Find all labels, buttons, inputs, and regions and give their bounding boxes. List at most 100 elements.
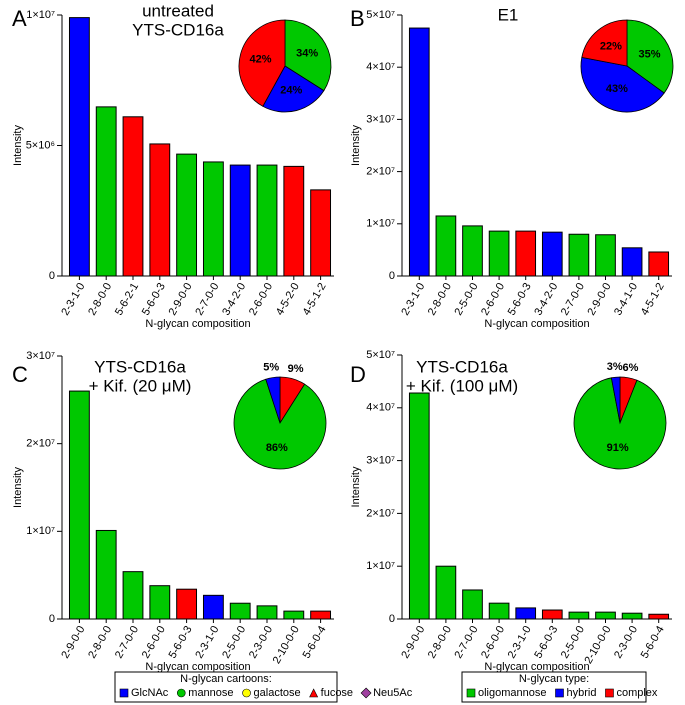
bar bbox=[488, 602, 510, 620]
y-tick-label: 5×10⁷ bbox=[366, 349, 395, 361]
y-tick-label: 0 bbox=[49, 270, 55, 282]
x-tick-label: 4-5-1-2 bbox=[639, 281, 667, 318]
bar bbox=[149, 143, 171, 277]
y-tick-label: 0 bbox=[389, 613, 395, 625]
x-tick-label: 2-8-0-0 bbox=[426, 281, 454, 318]
bar bbox=[283, 610, 305, 620]
x-tick-label: 2-3-1-0 bbox=[506, 624, 534, 661]
bar bbox=[310, 189, 332, 277]
y-tick-label: 3×10⁷ bbox=[26, 350, 55, 362]
pie-label: 43% bbox=[606, 83, 628, 95]
bar bbox=[648, 613, 670, 620]
legend-box bbox=[461, 671, 647, 703]
x-tick-label: 5-6-0-4 bbox=[639, 624, 667, 661]
x-tick-label: 2-8-0-0 bbox=[426, 624, 454, 661]
chart-title: YTS-CD16a bbox=[416, 357, 508, 376]
legend-label: galactose bbox=[254, 687, 301, 699]
x-tick-label: 3-4-2-0 bbox=[532, 281, 560, 318]
bar bbox=[462, 225, 483, 277]
legend-label: fucose bbox=[321, 687, 353, 699]
x-tick-label: 2-3-1-0 bbox=[399, 281, 427, 318]
y-axis-label: Intensity bbox=[350, 466, 362, 507]
y-axis-label: Intensity bbox=[350, 125, 362, 166]
x-tick-label: 2-3-0-0 bbox=[612, 624, 640, 661]
chart-title: untreated bbox=[142, 1, 214, 20]
bar bbox=[229, 164, 251, 277]
x-tick-label: 2-9-0-0 bbox=[399, 624, 427, 661]
x-tick-label: 2-8-0-0 bbox=[86, 281, 114, 318]
bar bbox=[149, 585, 171, 620]
legend-label: oligomannose bbox=[478, 687, 547, 699]
bar bbox=[621, 612, 643, 620]
y-tick-label: 1×10⁷ bbox=[26, 9, 55, 21]
pie-label: 6% bbox=[623, 362, 639, 374]
pie-slice bbox=[265, 376, 281, 424]
panel-letter: D bbox=[350, 362, 366, 387]
bar bbox=[568, 611, 590, 620]
legend-swatch bbox=[176, 688, 186, 698]
x-tick-label: 2-9-0-0 bbox=[167, 281, 195, 318]
x-tick-label: 2-7-0-0 bbox=[113, 624, 141, 661]
x-tick-label: 2-6-0-0 bbox=[140, 624, 168, 661]
legend-swatch bbox=[309, 688, 319, 698]
bar bbox=[256, 164, 278, 277]
x-tick-label: 2-7-0-0 bbox=[559, 281, 587, 318]
bar bbox=[595, 234, 616, 277]
y-tick-label: 3×10⁷ bbox=[366, 455, 395, 467]
bar bbox=[568, 233, 590, 277]
legend-box bbox=[114, 671, 338, 703]
pie-label: 91% bbox=[607, 442, 629, 454]
chart-title: YTS-CD16a bbox=[132, 20, 224, 39]
pie-label: 22% bbox=[600, 40, 622, 52]
chart-title: YTS-CD16a bbox=[94, 357, 186, 376]
x-tick-label: 5-6-0-3 bbox=[167, 624, 195, 661]
x-tick-label: 2-9-0-0 bbox=[59, 624, 87, 661]
bar bbox=[515, 230, 537, 277]
x-tick-label: 2-6-0-0 bbox=[479, 624, 507, 661]
bar bbox=[68, 390, 90, 620]
bar bbox=[95, 106, 117, 277]
x-tick-label: 2-5-0-0 bbox=[559, 624, 587, 661]
bar bbox=[229, 602, 251, 620]
bar bbox=[435, 565, 457, 620]
y-tick-label: 2×10⁷ bbox=[26, 438, 55, 450]
x-axis-label: N-glycan composition bbox=[484, 661, 589, 673]
legend-swatch bbox=[119, 688, 129, 698]
x-tick-label: 2-3-1-0 bbox=[59, 281, 87, 318]
legend-swatch bbox=[360, 687, 372, 699]
legend-swatch bbox=[242, 688, 251, 698]
x-tick-label: 3-4-1-0 bbox=[612, 281, 640, 318]
x-axis-label: N-glycan composition bbox=[145, 318, 250, 330]
legend-swatch bbox=[466, 688, 476, 698]
bar bbox=[408, 392, 430, 620]
legend-title: N-glycan cartoons: bbox=[180, 673, 272, 685]
bar bbox=[202, 594, 224, 620]
bar bbox=[621, 247, 643, 277]
x-tick-label: 2-3-0-0 bbox=[247, 624, 275, 661]
x-tick-label: 5-6-0-3 bbox=[506, 281, 534, 318]
pie-label: 24% bbox=[280, 84, 302, 96]
x-tick-label: 2-9-0-0 bbox=[585, 281, 613, 318]
panel-letter: C bbox=[12, 362, 28, 387]
pie-label: 9% bbox=[288, 363, 304, 375]
bar bbox=[68, 17, 90, 277]
chart-title: + Kif. (100 μM) bbox=[406, 376, 518, 395]
legend-swatch bbox=[605, 688, 614, 698]
x-tick-label: 2-7-0-0 bbox=[193, 281, 221, 318]
x-tick-label: 5-6-0-3 bbox=[140, 281, 168, 318]
y-tick-label: 4×10⁷ bbox=[366, 402, 395, 414]
x-tick-label: 2-6-0-0 bbox=[247, 281, 275, 318]
legend-label: Neu5Ac bbox=[373, 687, 413, 699]
x-tick-label: 2-7-0-0 bbox=[452, 624, 480, 661]
bar bbox=[122, 116, 144, 277]
bar bbox=[435, 215, 457, 277]
x-tick-label: 2-5-0-0 bbox=[452, 281, 480, 318]
pie-slice bbox=[581, 19, 628, 67]
bar bbox=[515, 607, 537, 620]
chart-title: E1 bbox=[498, 5, 519, 24]
pie-label: 5% bbox=[263, 362, 279, 374]
bar bbox=[648, 251, 670, 277]
bar bbox=[256, 605, 278, 620]
pie-slice bbox=[233, 378, 327, 470]
